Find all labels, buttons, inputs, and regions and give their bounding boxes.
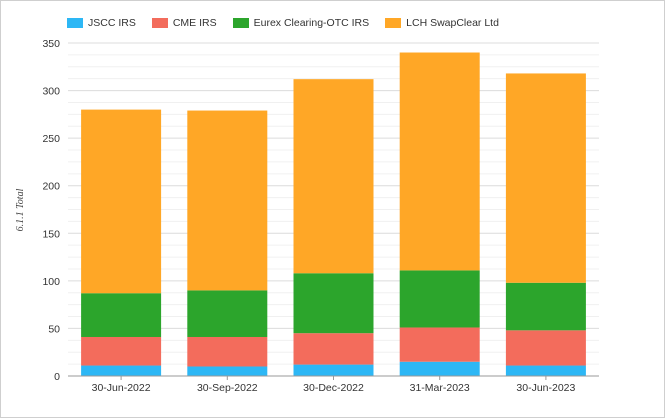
bar-segment-series-2-category-2[interactable] (187, 336, 268, 367)
y-tick-label: 300 (42, 86, 60, 98)
bar-segment-series-2-category-5[interactable] (505, 330, 586, 366)
y-tick-label: 0 (54, 371, 60, 383)
x-tick-label: 31-Mar-2023 (410, 382, 470, 394)
axes: 0 50 100 150 200 250 300 350 30-Jun-2022 30-Sep-2… (42, 38, 599, 394)
legend-item-4[interactable]: LCH SwapClear Ltd (385, 17, 499, 29)
y-tick-label: 200 (42, 181, 60, 193)
bar-segment-series-1-category-3[interactable] (293, 364, 374, 376)
bar-segment-series-4-category-5[interactable] (505, 73, 586, 283)
bar-segment-series-4-category-2[interactable] (187, 110, 268, 291)
bar-segment-series-2-category-3[interactable] (293, 333, 374, 365)
bar-segment-series-3-category-5[interactable] (505, 282, 586, 331)
bar-segment-series-4-category-4[interactable] (399, 52, 480, 271)
bar-segment-series-4-category-3[interactable] (293, 79, 374, 274)
bar-segment-series-1-category-1[interactable] (81, 365, 162, 376)
legend-label: JSCC IRS (88, 17, 136, 29)
bar-segment-series-1-category-5[interactable] (505, 365, 586, 376)
y-tick-label: 50 (48, 323, 60, 335)
legend-swatch (151, 18, 168, 28)
bar-segment-series-3-category-1[interactable] (81, 293, 162, 337)
bar-segment-series-1-category-4[interactable] (399, 361, 480, 376)
bar-segment-series-3-category-2[interactable] (187, 290, 268, 337)
bar-segment-series-1-category-2[interactable] (187, 366, 268, 376)
y-axis-label: 6.1.1 Total (15, 188, 26, 231)
bar-segment-series-3-category-4[interactable] (399, 270, 480, 328)
x-tick-label: 30-Dec-2022 (303, 382, 364, 394)
bars (81, 52, 586, 376)
y-tick-label: 250 (42, 133, 60, 145)
y-tick-label: 350 (42, 38, 60, 50)
bar-segment-series-4-category-1[interactable] (81, 109, 162, 294)
legend-label: LCH SwapClear Ltd (406, 17, 499, 29)
legend-swatch (232, 18, 249, 28)
legend-swatch (385, 18, 402, 28)
legend-label: Eurex Clearing-OTC IRS (253, 17, 370, 29)
legend-label: CME IRS (172, 17, 217, 29)
legend-item-2[interactable]: CME IRS (151, 17, 217, 29)
y-tick-label: 100 (42, 276, 60, 288)
legend-item-1[interactable]: JSCC IRS (67, 17, 136, 29)
y-tick-label: 150 (42, 228, 60, 240)
x-tick-label: 30-Jun-2023 (516, 382, 575, 394)
legend-item-3[interactable]: Eurex Clearing-OTC IRS (232, 17, 370, 29)
bar-segment-series-2-category-4[interactable] (399, 327, 480, 362)
legend: JSCC IRS CME IRS Eurex Clearing-OTC IRS LCH… (67, 15, 499, 31)
legend-swatch (67, 18, 83, 28)
x-tick-label: 30-Sep-2022 (197, 382, 258, 394)
x-tick-label: 30-Jun-2022 (92, 382, 151, 394)
bar-segment-series-3-category-3[interactable] (293, 273, 374, 334)
bar-segment-series-2-category-1[interactable] (81, 336, 162, 366)
